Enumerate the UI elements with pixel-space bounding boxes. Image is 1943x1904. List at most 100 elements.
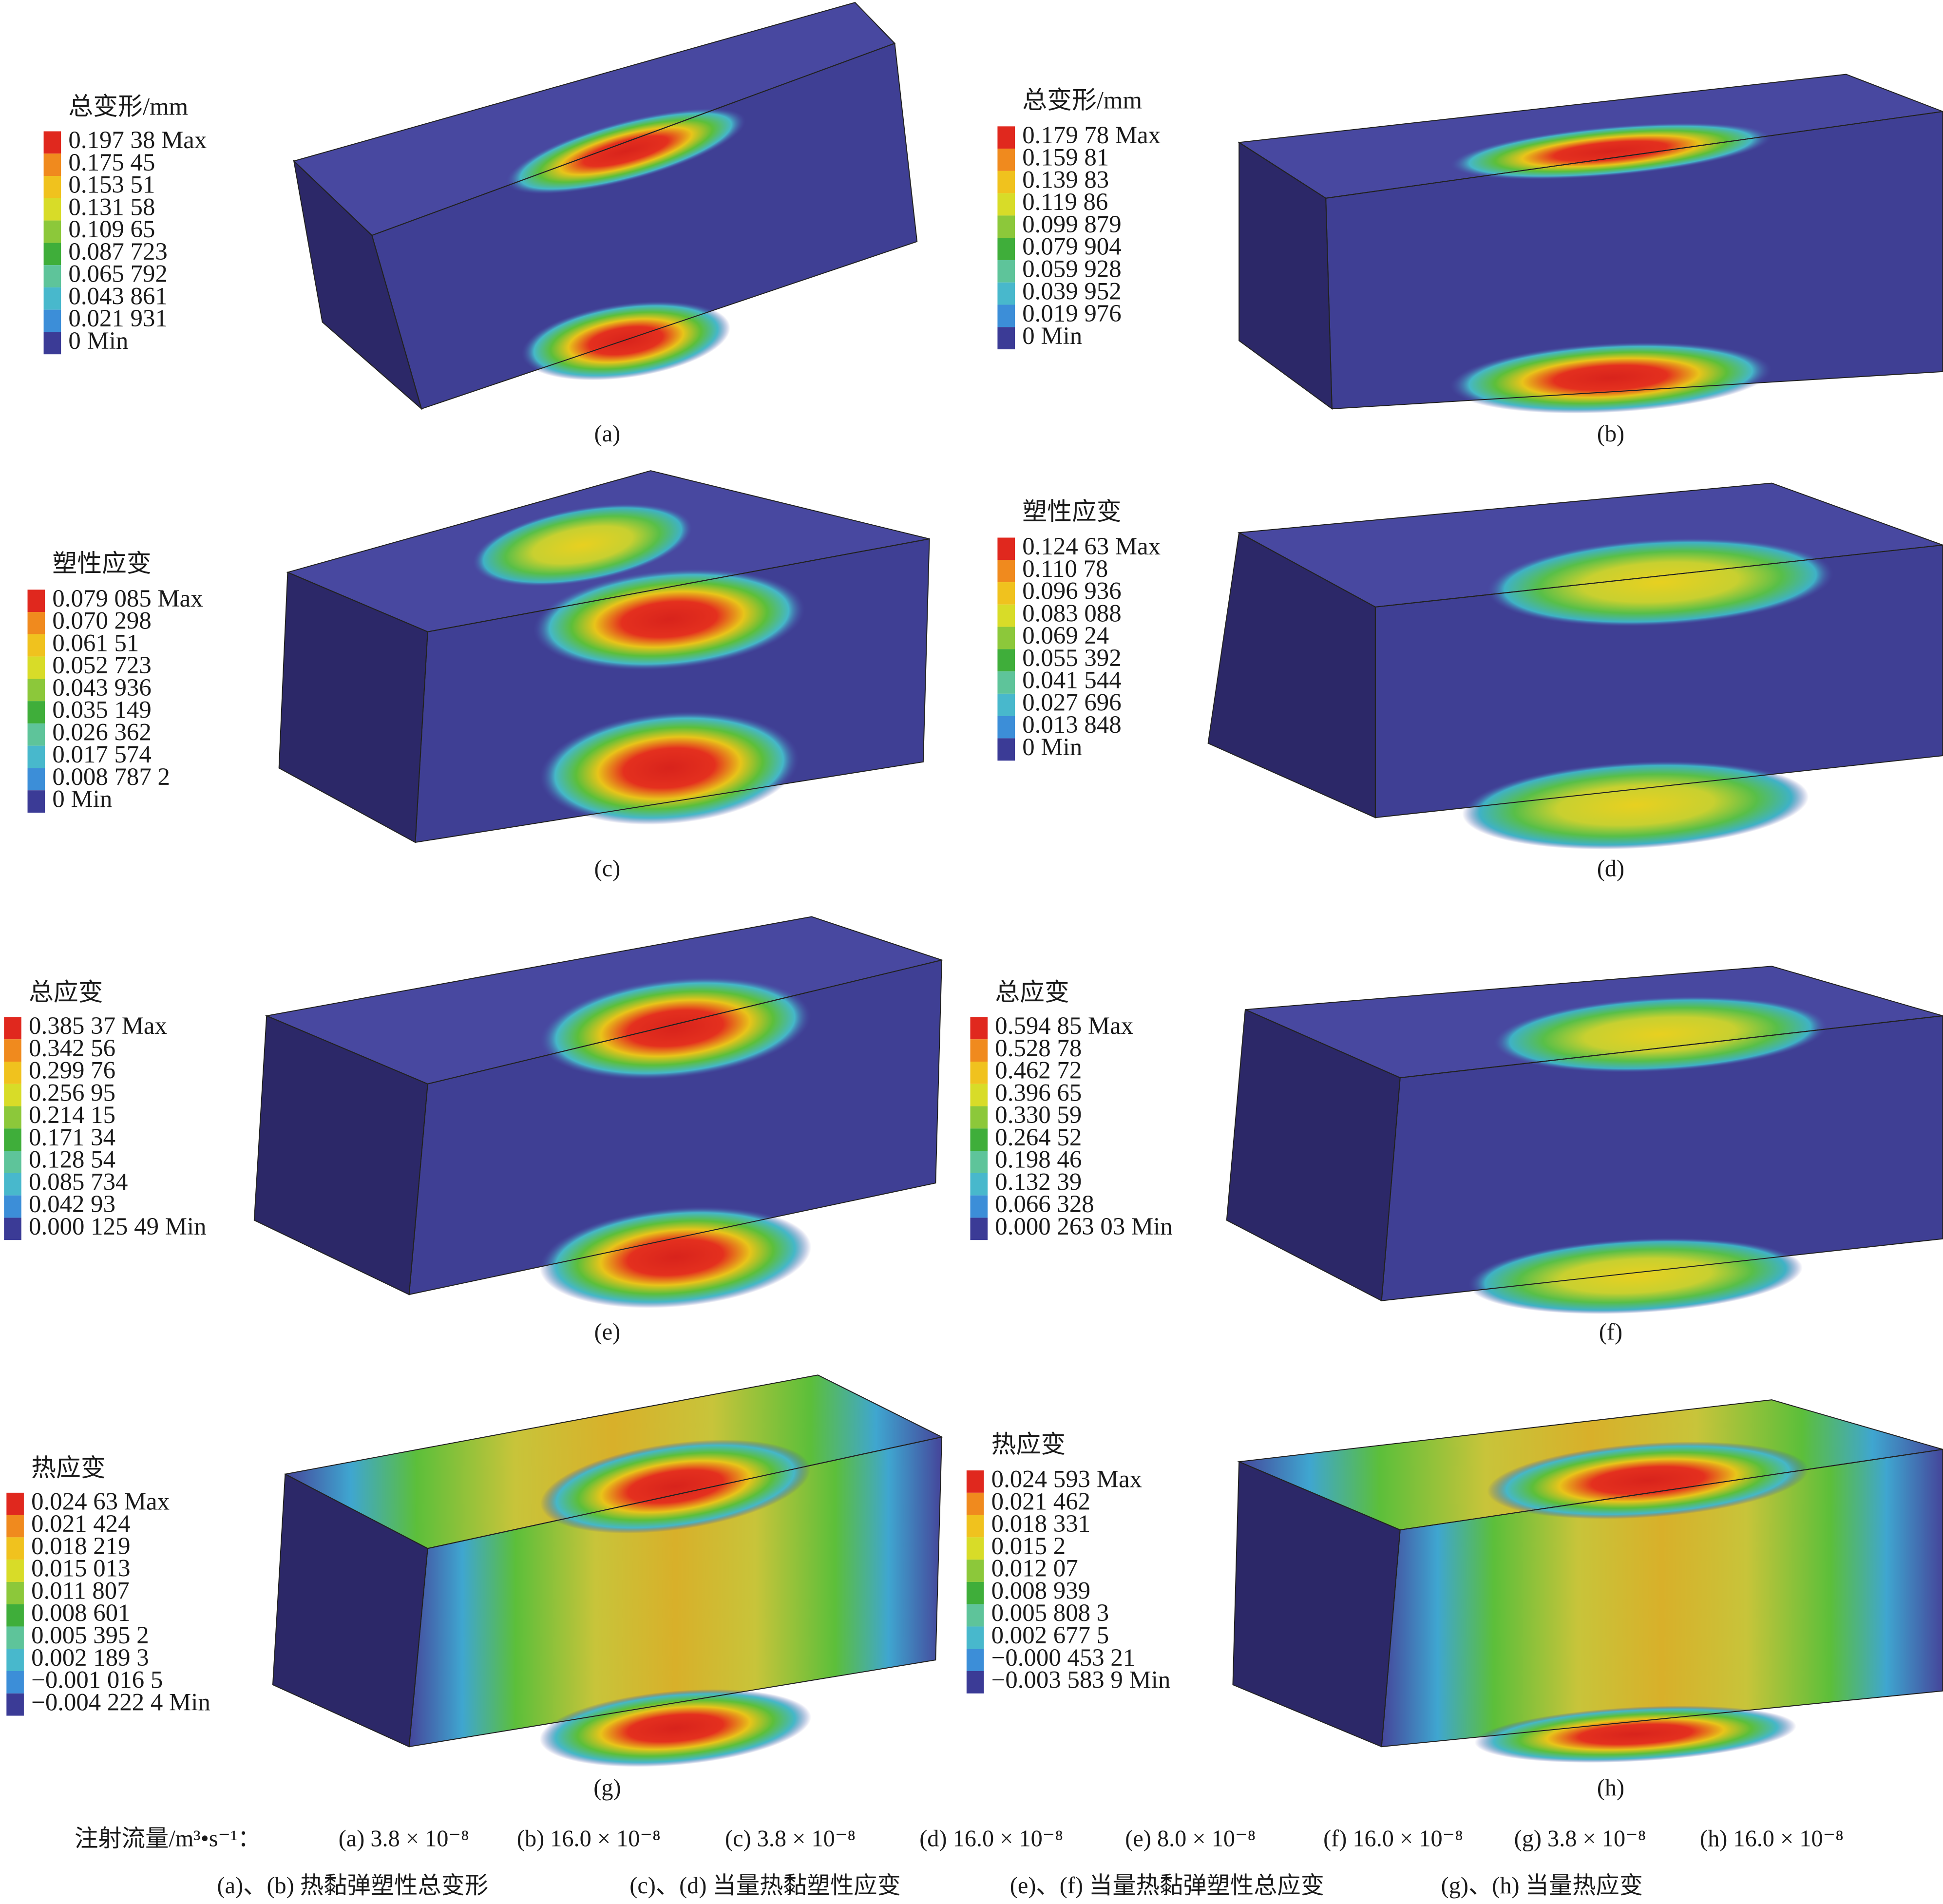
box-left-face [1233,1462,1400,1747]
contour-spot [1449,342,1772,414]
contour-spot [539,711,799,825]
legend-label: 0.021 462 [991,1487,1090,1515]
legend-label: 0.153 51 [68,171,155,198]
legend-swatch [970,1218,988,1240]
legend-title: 总变形/mm [68,93,188,120]
contour-spot [1487,538,1834,627]
contour-spot [539,1689,812,1767]
legend-swatch [997,126,1015,149]
legend-swatch [966,1604,984,1627]
legend-label: 0.139 83 [1022,166,1109,193]
legend-swatch [997,327,1015,350]
flow-value: (g) 3.8 × 10⁻⁸ [1514,1826,1646,1851]
legend-swatch [997,238,1015,260]
legend-label: 0.131 58 [68,193,155,220]
legend-label: 0.198 46 [995,1146,1082,1173]
contour-spot [1474,1706,1796,1763]
legend-swatch [4,1106,21,1129]
contour-spot [533,569,805,670]
legend-swatch [43,153,61,176]
legend-label: 0.171 34 [29,1123,115,1151]
legend-swatch [966,1581,984,1604]
legend-label: 0.087 723 [68,238,167,265]
legend-label: 0.002 189 3 [31,1644,149,1671]
legend-label: 0.132 39 [995,1168,1082,1195]
legend-swatch [4,1128,21,1151]
panel-caption: (e) [594,1319,621,1345]
legend-label: 0.124 63 Max [1022,533,1161,560]
legend-swatch [997,671,1015,694]
contour-spot [506,108,746,194]
legend-label: 0.085 734 [29,1168,128,1195]
legend-label: −0.003 583 9 Min [991,1666,1171,1694]
legend-label: 0.043 861 [68,282,167,309]
panel-caption: (f) [1599,1319,1622,1345]
box-left-face [1226,1009,1400,1301]
legend-label: 0.015 013 [31,1555,130,1582]
legend-swatch [27,701,45,724]
description: (a)、(b) 热黏弹塑性总变形 [217,1873,489,1899]
legend-swatch [997,282,1015,305]
box-edge [1232,1461,1401,1748]
legend-swatch [4,1062,21,1084]
legend-swatch [4,1173,21,1196]
contour-spot [1493,996,1828,1073]
box-edge [293,159,423,411]
panel-caption: (a) [594,421,621,447]
flow-label: 注射流量/m³•s⁻¹： [75,1826,261,1851]
legend-label: 0.000 263 03 Min [995,1213,1172,1240]
legend-title: 总应变 [995,978,1069,1006]
box-left-face [254,1015,428,1295]
legend-label: 0.059 928 [1022,255,1121,283]
box-front-face [409,960,942,1295]
legend-label: 0 Min [1022,322,1082,349]
legend-label: 0.002 677 5 [991,1621,1109,1649]
legend-label: 0.083 088 [1022,599,1121,627]
legend-label: −0.000 453 21 [991,1644,1136,1671]
flow-value: (e) 8.0 × 10⁻⁸ [1125,1826,1256,1851]
box-top-face [294,2,895,236]
contour-spot [1487,1441,1809,1519]
legend-label: 0.039 952 [1022,277,1121,305]
legend-swatch [970,1084,988,1106]
box-edge [1207,532,1376,819]
legend-label: 0.061 51 [52,629,139,656]
contour-spot [1468,1238,1803,1314]
flow-value: (f) 16.0 × 10⁻⁸ [1323,1826,1463,1851]
legend-label: 0.026 362 [52,718,151,745]
box-edge [272,1473,428,1748]
panel-caption: (h) [1597,1775,1624,1801]
description: (c)、(d) 当量热黏塑性应变 [629,1873,901,1899]
legend-label: 0.027 696 [1022,688,1121,716]
contour-spot [539,977,811,1080]
legend-label: 0.179 78 Max [1022,121,1161,149]
legend-label: 0.594 85 Max [995,1012,1133,1039]
legend-swatch [997,537,1015,560]
legend-swatch [970,1106,988,1129]
box-front-face [1326,111,1943,409]
legend-swatch [997,649,1015,672]
legend-label: 0.109 65 [68,215,155,243]
legend-swatch [966,1470,984,1493]
legend-swatch [997,560,1015,583]
legend-label: −0.004 222 4 Min [31,1688,210,1715]
contour-spot [1450,122,1772,180]
legend-label: 0.096 936 [1022,577,1121,605]
legend-label: −0.001 016 5 [31,1666,163,1694]
legend-swatch [970,1128,988,1151]
legend-swatch [43,176,61,198]
legend-swatch [997,582,1015,605]
legend-swatch [997,215,1015,238]
legend-title: 热应变 [31,1454,106,1482]
legend-label: 0.175 45 [68,149,155,176]
box-left-face [1239,142,1332,409]
legend-swatch [970,1195,988,1218]
legend-swatch [997,716,1015,739]
legend-label: 0.008 787 2 [52,763,170,790]
legend-swatch [27,768,45,791]
legend-swatch [966,1560,984,1582]
legend-label: 0.041 544 [1022,666,1121,694]
